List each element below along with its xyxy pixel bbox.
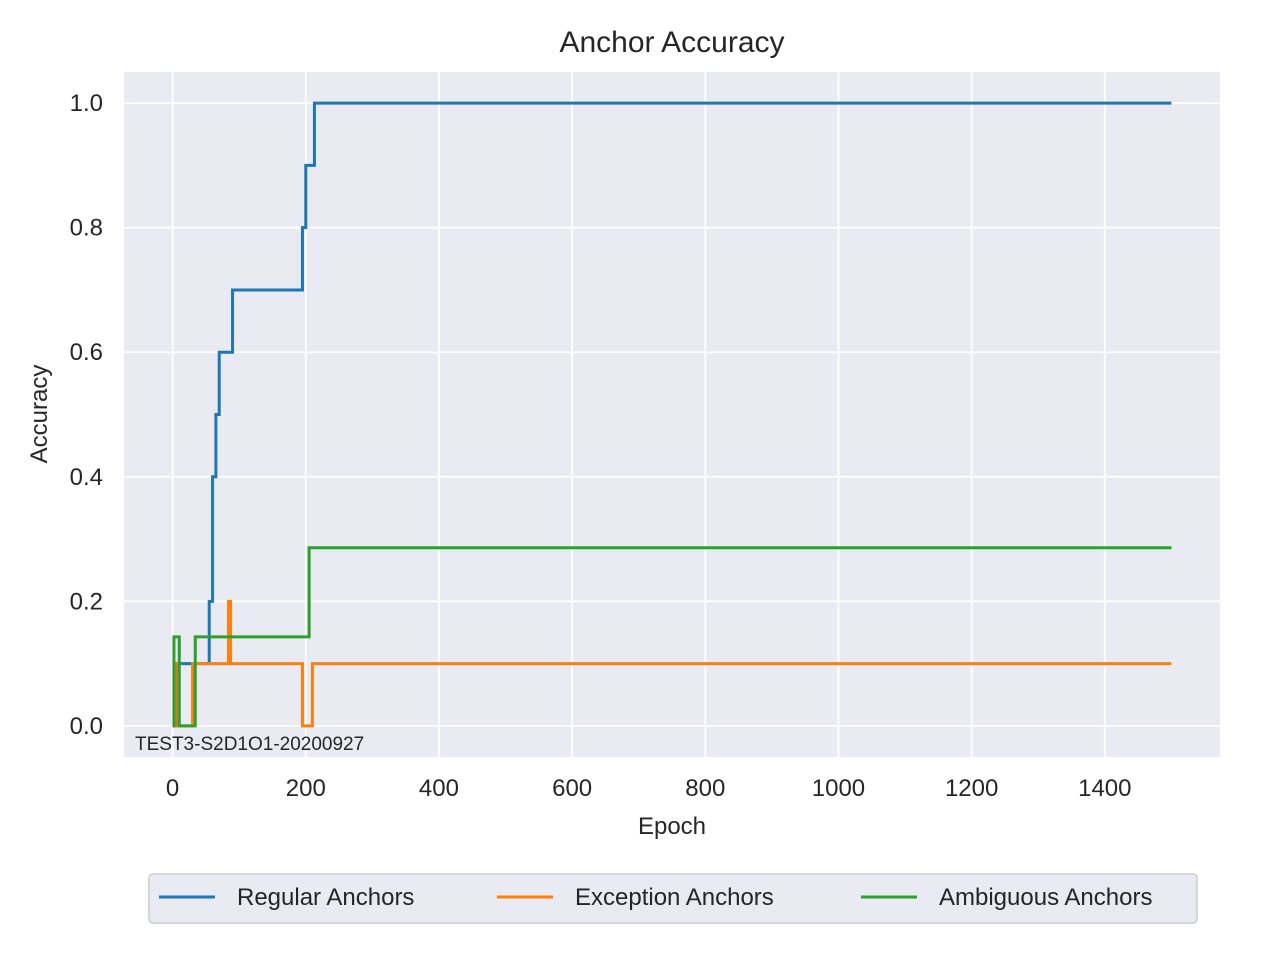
x-tick-label: 1400 [1078, 775, 1131, 802]
chart-title: Anchor Accuracy [559, 26, 784, 59]
legend-label: Ambiguous Anchors [939, 884, 1152, 911]
y-tick-label: 0.4 [70, 464, 103, 491]
y-axis-label: Accuracy [26, 365, 53, 464]
y-tick-label: 1.0 [70, 90, 103, 117]
y-tick-labels: 0.0 0.2 0.4 0.6 0.8 1.0 [70, 90, 103, 740]
series-line-2 [172, 599, 1172, 728]
run-annotation: TEST3-S2D1O1-20200927 [135, 734, 364, 755]
x-tick-label: 1200 [945, 775, 998, 802]
x-axis-label: Epoch [638, 813, 706, 840]
y-tick-label: 0.2 [70, 588, 103, 615]
x-tick-label: 600 [552, 775, 592, 802]
x-tick-label: 800 [685, 775, 725, 802]
plot-background [124, 72, 1220, 757]
x-tick-labels: 0 200 400 600 800 1000 1200 1400 [166, 775, 1132, 802]
series-line-3 [172, 546, 1172, 728]
y-tick-label: 0.0 [70, 713, 103, 740]
y-tick-label: 0.8 [70, 215, 103, 242]
series-line-1 [172, 101, 1172, 728]
x-tick-label: 0 [166, 775, 179, 802]
legend-label: Regular Anchors [237, 884, 414, 911]
y-tick-label: 0.6 [70, 339, 103, 366]
legend: Regular Anchors Exception Anchors Ambiguou… [148, 873, 1198, 924]
x-tick-label: 400 [419, 775, 459, 802]
legend-box [148, 873, 1198, 924]
x-tick-label: 200 [286, 775, 326, 802]
legend-label: Exception Anchors [575, 884, 774, 911]
x-tick-label: 1000 [812, 775, 865, 802]
series-lines [172, 101, 1172, 728]
